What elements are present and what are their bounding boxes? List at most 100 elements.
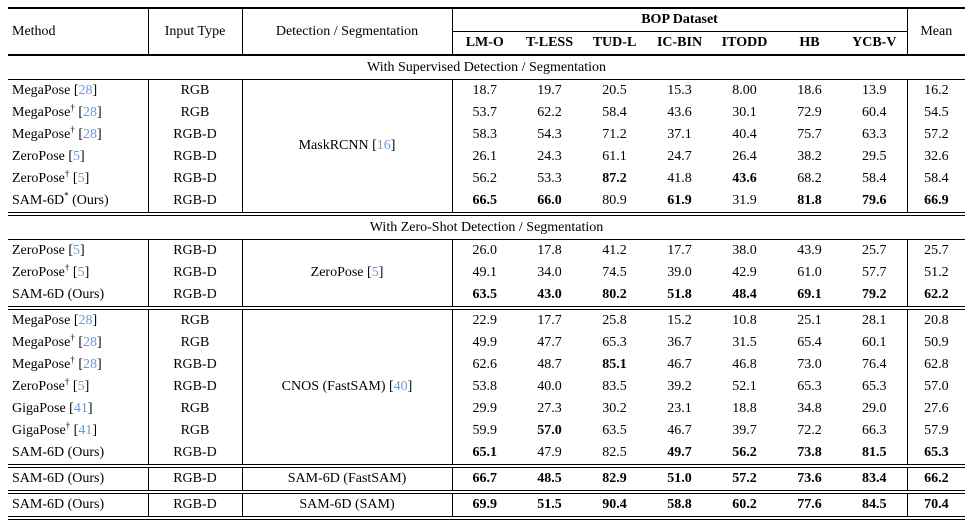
citation-link[interactable]: 28	[78, 313, 93, 328]
score-cell: 26.0	[472, 243, 498, 258]
score-cell: 46.8	[732, 357, 757, 372]
score-cell: 24.7	[667, 149, 692, 164]
results-table: Method Input Type Detection / Segmentati…	[8, 7, 966, 520]
table-row: ZeroPose [5] RGB-D 26.1 24.3 61.1 24.7 26.4 38.…	[8, 146, 966, 168]
citation-link[interactable]: 5	[77, 379, 85, 394]
score-cell: 17.7	[537, 313, 562, 328]
score-cell: 23.1	[667, 401, 692, 416]
table-row: ZeroPose [5] RGB-D ZeroPose [5] 26.0 17.8 41.…	[8, 239, 966, 307]
score-cell: 61.0	[797, 265, 822, 280]
method-cell: ZeroPose† [5]	[8, 376, 149, 398]
score-cell: 22.9	[472, 313, 498, 328]
method-cell: SAM-6D* (Ours)	[8, 190, 149, 213]
header-row-top: Method Input Type Detection / Segmentati…	[8, 8, 966, 56]
citation-link[interactable]: 40	[393, 379, 408, 394]
score-cell: 82.5	[602, 445, 627, 460]
table-row: SAM-6D (Ours) RGB-D 65.1 47.9 82.5 49.7 56.2 73…	[8, 442, 966, 465]
method-cell: SAM-6D (Ours)	[8, 442, 149, 465]
mean-cell: 62.2	[906, 284, 966, 307]
col-header-method: Method	[8, 8, 149, 56]
input-type-cell: RGB-D	[148, 442, 243, 465]
citation-link[interactable]: 5	[77, 171, 85, 186]
input-type-cell: RGB-D	[148, 493, 243, 517]
score-cell: 25.8	[602, 313, 627, 328]
score-cell: 53.7	[472, 105, 498, 120]
method-cell: SAM-6D (Ours)	[8, 284, 149, 307]
citation-link[interactable]: 28	[83, 335, 97, 350]
col-header-itodd: ITODD	[712, 31, 777, 56]
score-cell: 66.5	[472, 193, 498, 208]
score-cell: 75.7	[797, 127, 822, 142]
score-cell: 48.4	[732, 287, 757, 302]
score-cell: 25.1	[797, 313, 822, 328]
score-cell: 65.3	[602, 335, 627, 350]
citation-link[interactable]: 41	[73, 401, 88, 416]
table-row: SAM-6D* (Ours) RGB-D 66.5 66.0 80.9 61.9 31.9 8…	[8, 190, 966, 213]
input-type-cell: RGB	[148, 102, 243, 124]
dataset-header-row: LM-O T-LESS TUD-L IC-BIN ITODD HB YCB-V	[8, 31, 965, 56]
score-cell: 63.3	[862, 127, 887, 142]
method-cell: ZeroPose [5]	[8, 239, 149, 262]
score-cell: 66.3	[862, 423, 887, 438]
score-cell: 15.2	[667, 313, 692, 328]
score-cell: 74.5	[602, 265, 627, 280]
score-cell: 73.0	[797, 357, 822, 372]
score-cell: 36.7	[667, 335, 692, 350]
citation-link[interactable]: 16	[376, 138, 391, 153]
score-cell: 81.8	[797, 193, 822, 208]
section-separator	[8, 306, 966, 310]
mean-cell: 62.8	[906, 354, 966, 376]
mean-cell: 54.5	[906, 102, 966, 124]
method-cell: SAM-6D (Ours)	[8, 467, 149, 491]
method-cell: ZeroPose [5]	[8, 146, 149, 168]
citation-link[interactable]: 28	[78, 83, 93, 98]
score-cell: 18.7	[472, 83, 498, 98]
score-cell: 84.5	[862, 497, 887, 512]
score-cell: 79.6	[862, 193, 887, 208]
citation-link[interactable]: 5	[73, 243, 81, 258]
score-cell: 80.9	[602, 193, 627, 208]
input-type-cell: RGB-D	[148, 262, 243, 284]
mean-cell: 25.7	[906, 239, 966, 262]
score-cell: 39.2	[667, 379, 692, 394]
citation-link[interactable]: 41	[78, 423, 93, 438]
section-separator	[8, 464, 966, 468]
citation-link[interactable]: 28	[83, 127, 97, 142]
score-cell: 80.2	[602, 287, 627, 302]
citation-link[interactable]: 5	[73, 149, 81, 164]
input-type-cell: RGB	[148, 420, 243, 442]
score-cell: 79.2	[862, 287, 887, 302]
col-header-ic-bin: IC-BIN	[647, 31, 712, 56]
citation-link[interactable]: 28	[83, 105, 97, 120]
input-type-cell: RGB-D	[148, 354, 243, 376]
table-row: ZeroPose† [5] RGB-D 53.8 40.0 83.5 39.2 52.1 65…	[8, 376, 966, 398]
mean-cell: 65.3	[906, 442, 966, 465]
table-row: ZeroPose† [5] RGB-D 49.1 34.0 74.5 39.0 42.9 61…	[8, 262, 966, 284]
method-cell: MegaPose† [28]	[8, 354, 149, 376]
mean-cell: 57.9	[906, 420, 966, 442]
citation-link[interactable]: 5	[77, 265, 85, 280]
score-cell: 65.3	[862, 379, 887, 394]
mean-cell: 58.4	[906, 168, 966, 190]
input-type-cell: RGB-D	[148, 124, 243, 146]
score-cell: 63.5	[602, 423, 627, 438]
score-cell: 81.5	[862, 445, 887, 460]
score-cell: 28.1	[862, 313, 887, 328]
table-row: GigaPose† [41] RGB 59.9 57.0 63.5 46.7 39.7 72.…	[8, 420, 966, 442]
table-row: MegaPose† [28] RGB 53.7 62.2 58.4 43.6 30.1 72.…	[8, 102, 966, 124]
citation-link[interactable]: 28	[83, 357, 97, 372]
citation-link[interactable]: 5	[371, 265, 379, 280]
mean-cell: 32.6	[906, 146, 966, 168]
col-header-hb: HB	[777, 31, 842, 56]
mean-cell: 66.2	[906, 467, 966, 491]
score-cell: 26.4	[732, 149, 757, 164]
score-cell: 58.3	[472, 127, 498, 142]
score-cell: 48.7	[537, 357, 562, 372]
score-cell: 56.2	[732, 445, 757, 460]
score-cell: 85.1	[602, 357, 627, 372]
score-cell: 60.2	[732, 497, 757, 512]
score-cell: 46.7	[667, 423, 692, 438]
detseg-cell: MaskRCNN [16]	[242, 79, 453, 213]
method-cell: MegaPose [28]	[8, 79, 149, 102]
